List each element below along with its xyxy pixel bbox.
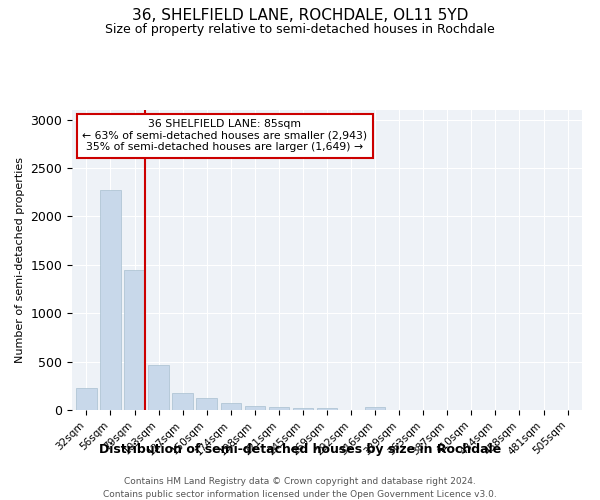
Bar (148, 366, 169, 410)
Bar (365, 408, 385, 410)
Bar (293, 408, 313, 410)
Text: Size of property relative to semi-detached houses in Rochdale: Size of property relative to semi-detach… (105, 22, 495, 36)
Bar (172, 393, 193, 410)
Y-axis label: Number of semi-detached properties: Number of semi-detached properties (15, 157, 25, 363)
Text: 36 SHELFIELD LANE: 85sqm
← 63% of semi-detached houses are smaller (2,943)
35% o: 36 SHELFIELD LANE: 85sqm ← 63% of semi-d… (82, 119, 368, 152)
Bar (76, 388, 97, 410)
Bar (245, 406, 265, 410)
Bar (124, 270, 145, 410)
Text: Contains HM Land Registry data © Crown copyright and database right 2024.: Contains HM Land Registry data © Crown c… (124, 478, 476, 486)
Bar (100, 190, 121, 410)
Bar (221, 403, 241, 410)
Text: 36, SHELFIELD LANE, ROCHDALE, OL11 5YD: 36, SHELFIELD LANE, ROCHDALE, OL11 5YD (132, 8, 468, 22)
Bar (317, 408, 337, 410)
Bar (196, 398, 217, 410)
Text: Distribution of semi-detached houses by size in Rochdale: Distribution of semi-detached houses by … (99, 442, 501, 456)
Bar (269, 407, 289, 410)
Text: Contains public sector information licensed under the Open Government Licence v3: Contains public sector information licen… (103, 490, 497, 499)
